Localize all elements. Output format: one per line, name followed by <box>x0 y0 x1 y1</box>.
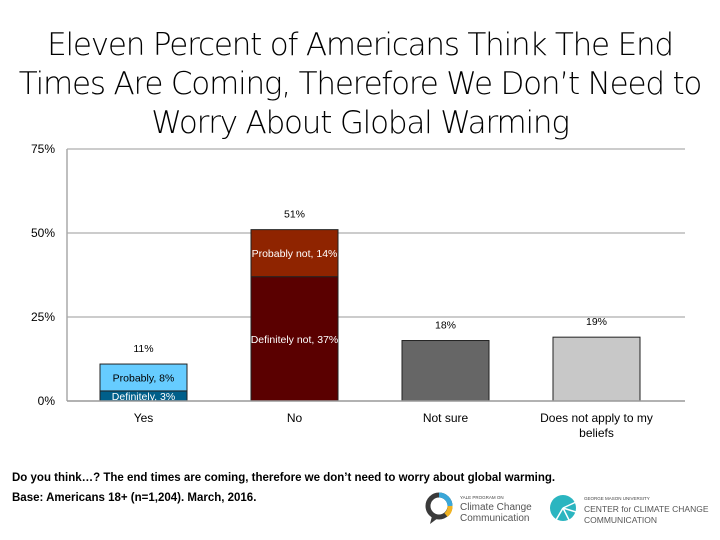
bar-segment <box>250 229 339 278</box>
yale-small: YALE PROGRAM ON <box>460 495 504 500</box>
bar-segment <box>552 336 641 402</box>
bar-segment <box>401 340 490 402</box>
segment-label: Probably, 8% <box>113 372 175 384</box>
question-note: Do you think…? The end times are coming,… <box>12 472 556 484</box>
bar-chart: 0% 25% 50% 75% Definitely, 3% Probably, 8% 11%… <box>31 142 685 440</box>
segment-label: Definitely not, 37% <box>251 334 339 346</box>
y-tick-label: 75% <box>31 142 55 156</box>
yale-line1: Climate Change <box>460 502 532 513</box>
x-tick-label-cont: beliefs <box>579 426 614 440</box>
yale-logo-icon <box>425 492 453 524</box>
chart-title: Eleven Percent of Americans Think The En… <box>18 27 703 141</box>
x-tick-label: Does not apply to my <box>540 411 653 425</box>
segment-label: Probably not, 14% <box>252 248 338 260</box>
gmu-shell-logo-icon <box>550 495 577 521</box>
yale-line2: Communication <box>460 513 529 524</box>
x-tick-label: No <box>287 411 303 425</box>
y-tick-label: 50% <box>31 226 55 240</box>
segment-label: Definitely, 3% <box>112 391 175 403</box>
y-tick-label: 25% <box>31 310 55 324</box>
gmu-line2: COMMUNICATION <box>584 515 657 525</box>
x-tick-label: Not sure <box>423 411 469 425</box>
bar-segment <box>99 363 188 392</box>
total-label: 51% <box>284 209 305 221</box>
total-label: 19% <box>586 316 607 328</box>
x-tick-label: Yes <box>134 411 154 425</box>
logos: YALE PROGRAM ON Climate Change Communica… <box>425 492 709 525</box>
base-note: Base: Americans 18+ (n=1,204). March, 20… <box>12 492 257 504</box>
gmu-line1: CENTER for CLIMATE CHANGE <box>584 504 709 514</box>
total-label: 18% <box>435 320 456 332</box>
total-label: 11% <box>133 343 153 355</box>
gmu-small: GEORGE MASON UNIVERSITY <box>584 496 650 501</box>
y-tick-label: 0% <box>38 394 56 408</box>
